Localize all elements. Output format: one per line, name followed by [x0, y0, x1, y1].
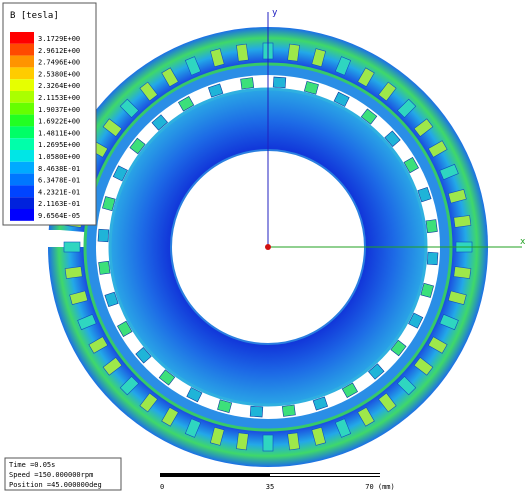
- magnet: [98, 229, 109, 242]
- legend-label: 3.1729E+00: [38, 35, 80, 43]
- legend-label: 1.9037E+00: [38, 106, 80, 114]
- magnet: [250, 406, 263, 417]
- legend-swatch: [10, 197, 34, 209]
- legend-swatch: [10, 103, 34, 115]
- scale-label: 0: [160, 483, 164, 491]
- legend: B [tesla] 3.1729E+00 2.9612E+00 2.7496E+00…: [3, 3, 96, 225]
- legend-label: 2.3264E+00: [38, 82, 80, 90]
- legend-swatch: [10, 32, 34, 44]
- legend-label: 1.0580E+00: [38, 153, 80, 161]
- legend-label: 2.9612E+00: [38, 47, 80, 55]
- x-axis-label: x: [520, 237, 526, 247]
- legend-label: 1.2695E+00: [38, 141, 80, 149]
- legend-swatch: [10, 91, 34, 103]
- legend-swatch: [10, 56, 34, 68]
- legend-swatch: [10, 150, 34, 162]
- origin: [265, 244, 271, 250]
- info-box: Time =0.05s Speed =150.000000rpm Positio…: [5, 458, 121, 490]
- stator-slot: [65, 267, 82, 279]
- legend-swatch: [10, 115, 34, 127]
- magnet: [427, 252, 438, 265]
- legend-label: 1.6922E+00: [38, 118, 80, 126]
- field-plot-view: y x B [tesla] 3.1729E+00 2.9612E+00 2.7496…: [0, 0, 531, 492]
- scale-bar: 0 35 70 (mm): [160, 473, 395, 491]
- legend-label: 9.6564E-05: [38, 212, 80, 220]
- legend-swatch: [10, 185, 34, 197]
- legend-swatch: [10, 79, 34, 91]
- scale-label: 70 (mm): [365, 483, 395, 491]
- stator-slot: [236, 433, 248, 450]
- stator-slot: [236, 44, 248, 61]
- magnet: [273, 77, 286, 88]
- legend-label: 8.4638E-01: [38, 165, 80, 173]
- legend-label: 6.3478E-01: [38, 177, 80, 185]
- scale-label: 35: [266, 483, 274, 491]
- magnet: [282, 405, 295, 416]
- legend-swatch: [10, 67, 34, 79]
- info-speed: Speed =150.000000rpm: [9, 471, 93, 479]
- legend-swatch: [10, 138, 34, 150]
- legend-label: 2.1163E-01: [38, 200, 80, 208]
- stator-slot: [288, 433, 300, 450]
- legend-swatch: [10, 174, 34, 186]
- legend-label: 4.2321E-01: [38, 188, 80, 196]
- legend-label: 2.7496E+00: [38, 59, 80, 67]
- magnet: [99, 261, 110, 274]
- y-axis-label: y: [272, 8, 278, 18]
- stator-slot: [263, 435, 273, 451]
- legend-label: 2.1153E+00: [38, 94, 80, 102]
- magnet: [241, 78, 254, 89]
- info-time: Time =0.05s: [9, 461, 55, 469]
- legend-swatch: [10, 44, 34, 56]
- legend-title: B [tesla]: [10, 11, 59, 21]
- legend-swatch: [10, 126, 34, 138]
- magnet: [426, 220, 437, 233]
- info-position: Position =45.000000deg: [9, 481, 102, 489]
- legend-label: 2.5380E+00: [38, 70, 80, 78]
- stator-slot: [64, 242, 80, 252]
- legend-swatch: [10, 209, 34, 221]
- legend-swatch: [10, 162, 34, 174]
- stator-slot: [288, 44, 300, 61]
- scale-bar-half: [270, 474, 380, 476]
- stator-slot: [454, 215, 471, 227]
- legend-label: 1.4811E+00: [38, 129, 80, 137]
- stator-slot: [454, 267, 471, 279]
